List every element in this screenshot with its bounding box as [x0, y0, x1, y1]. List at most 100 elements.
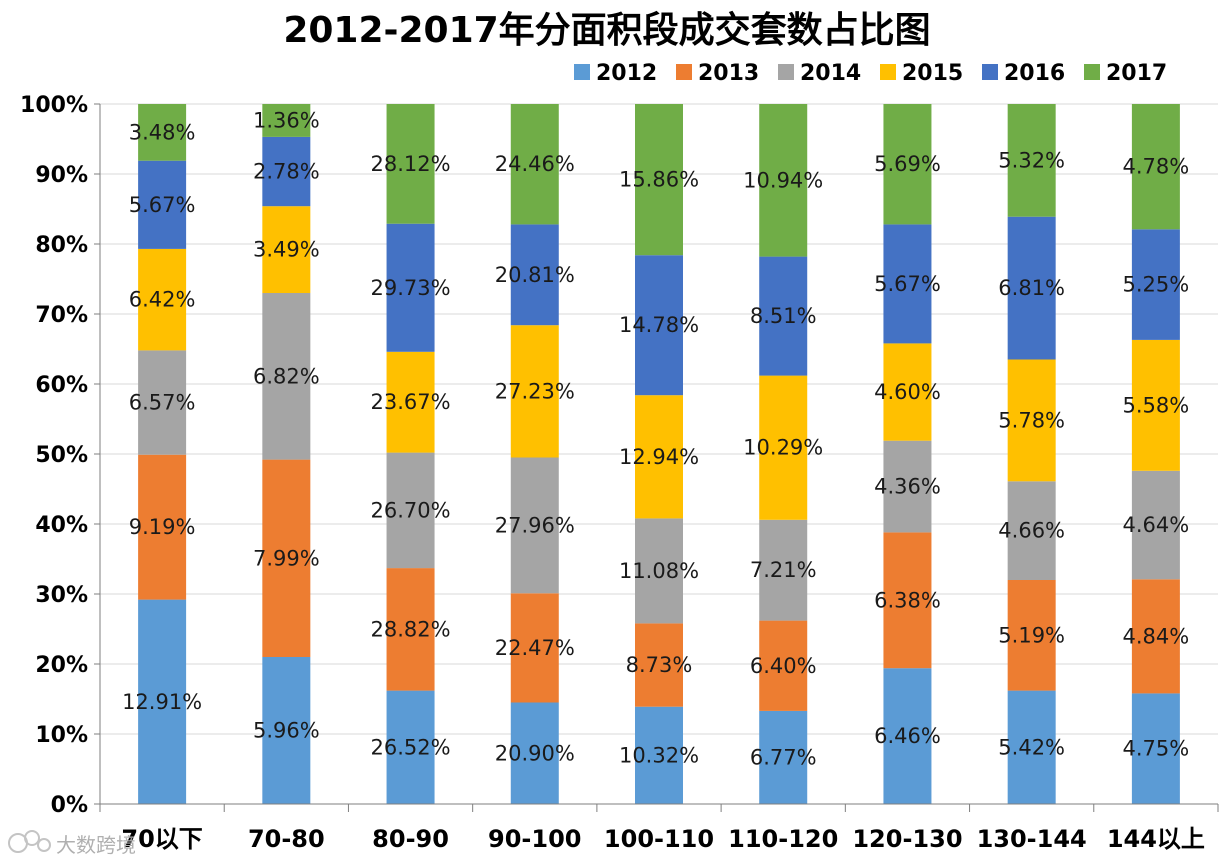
legend-swatch — [676, 64, 692, 80]
bar-segment — [1007, 104, 1056, 217]
legend-swatch — [1084, 64, 1100, 80]
x-axis-ticks: 70以下 70-80 80-90 90-100 100-110 110-120 120-13… — [121, 825, 1205, 853]
watermark-logo-icon — [8, 830, 51, 853]
bar-segment — [1131, 579, 1180, 694]
data-label: 2.78% — [253, 160, 320, 184]
chart-title: 2012-2017年分面积段成交套数占比图 — [283, 9, 930, 51]
bar-segment — [1131, 229, 1180, 340]
x-tick-label: 110-120 — [728, 825, 838, 853]
data-label: 28.12% — [371, 152, 451, 176]
legend-label: 2015 — [902, 61, 963, 86]
bar-segment — [138, 160, 187, 249]
legend-label: 2014 — [800, 61, 861, 86]
y-tick-label: 100% — [20, 93, 88, 118]
bar-segment — [262, 657, 311, 804]
data-label: 24.46% — [495, 152, 575, 176]
legend-swatch — [574, 64, 590, 80]
data-label: 28.82% — [371, 617, 451, 641]
data-label: 10.29% — [743, 436, 823, 460]
bar-segment — [883, 224, 932, 344]
data-label: 4.64% — [1123, 513, 1190, 537]
data-label: 4.36% — [874, 475, 941, 499]
y-axis-ticks: 0% 10% 20% 30% 40% 50% 60% 70% 80% 90% 100% — [20, 93, 88, 818]
y-tick-label: 40% — [35, 513, 88, 538]
data-label: 7.21% — [750, 558, 817, 582]
bar-segment — [262, 206, 311, 293]
bar-segment — [510, 457, 559, 594]
x-tick-label: 70以下 — [121, 825, 202, 853]
bar-segment — [386, 223, 435, 352]
legend-swatch — [982, 64, 998, 80]
bar-segment — [1131, 470, 1180, 580]
bar-segment — [262, 459, 311, 657]
bar-segment — [1007, 580, 1056, 691]
bar-segment — [1007, 690, 1056, 804]
data-label: 5.25% — [1123, 273, 1190, 297]
bar-segment — [759, 375, 808, 520]
legend-swatch — [778, 64, 794, 80]
data-label: 9.19% — [129, 515, 196, 539]
bar-segment — [1131, 693, 1180, 804]
bar-segment — [262, 136, 311, 207]
bar-segment — [883, 343, 932, 441]
data-label: 5.67% — [129, 193, 196, 217]
data-label: 3.49% — [253, 238, 320, 262]
bar-segment — [759, 620, 808, 711]
data-label: 7.99% — [253, 546, 320, 570]
data-label: 5.58% — [1123, 393, 1190, 417]
data-label: 3.48% — [129, 120, 196, 144]
y-tick-label: 10% — [35, 723, 88, 748]
x-tick-label: 100-110 — [604, 825, 714, 853]
data-label: 26.52% — [371, 735, 451, 759]
data-label: 6.57% — [129, 391, 196, 415]
data-label: 4.84% — [1123, 624, 1190, 648]
data-label: 1.36% — [253, 108, 320, 132]
bar-segment — [510, 702, 559, 804]
bar-segment — [262, 104, 311, 137]
data-label: 6.77% — [750, 745, 817, 769]
bar-segment — [635, 255, 683, 396]
bar-segment — [1007, 216, 1056, 360]
bar-segment — [635, 623, 683, 707]
data-label: 8.73% — [626, 653, 693, 677]
bar-segment — [138, 248, 187, 351]
data-label: 10.94% — [743, 168, 823, 192]
data-label: 12.91% — [122, 690, 202, 714]
bar-segment — [510, 224, 559, 326]
bars — [138, 104, 1180, 804]
data-label: 27.23% — [495, 379, 575, 403]
legend-label: 2012 — [596, 61, 657, 86]
x-tick-label: 120-130 — [852, 825, 962, 853]
data-label: 27.96% — [495, 513, 575, 537]
y-tick-label: 60% — [35, 373, 88, 398]
data-label: 20.90% — [495, 741, 575, 765]
legend-label: 2017 — [1106, 61, 1167, 86]
bar-segment — [759, 710, 808, 804]
bar-segment — [635, 395, 683, 519]
data-label: 10.32% — [619, 743, 699, 767]
y-tick-label: 0% — [51, 793, 88, 818]
bar-segment — [138, 350, 187, 455]
data-label: 4.66% — [998, 519, 1065, 543]
data-label: 8.51% — [750, 304, 817, 328]
data-label: 6.82% — [253, 364, 320, 388]
data-labels: 12.91% 9.19% 6.57% 6.42% 5.67% 3.48% 5.96% 7.99… — [122, 108, 1189, 769]
legend: 2012 2013 2014 2015 2016 2017 — [574, 61, 1167, 86]
bar-segment — [635, 104, 683, 256]
bar-segment — [386, 351, 435, 453]
data-label: 5.78% — [998, 408, 1065, 432]
bar-segment — [138, 104, 187, 161]
bar-segment — [1007, 359, 1056, 482]
bar-segment — [262, 293, 311, 460]
y-tick-label: 80% — [35, 233, 88, 258]
bar-segment — [635, 706, 683, 804]
bar-segment — [386, 452, 435, 569]
y-tick-label: 20% — [35, 653, 88, 678]
y-tick-label: 70% — [35, 303, 88, 328]
data-label: 6.38% — [874, 588, 941, 612]
data-label: 4.60% — [874, 380, 941, 404]
data-label: 6.46% — [874, 724, 941, 748]
bar-segment — [759, 519, 808, 621]
bar-segment — [883, 532, 932, 669]
